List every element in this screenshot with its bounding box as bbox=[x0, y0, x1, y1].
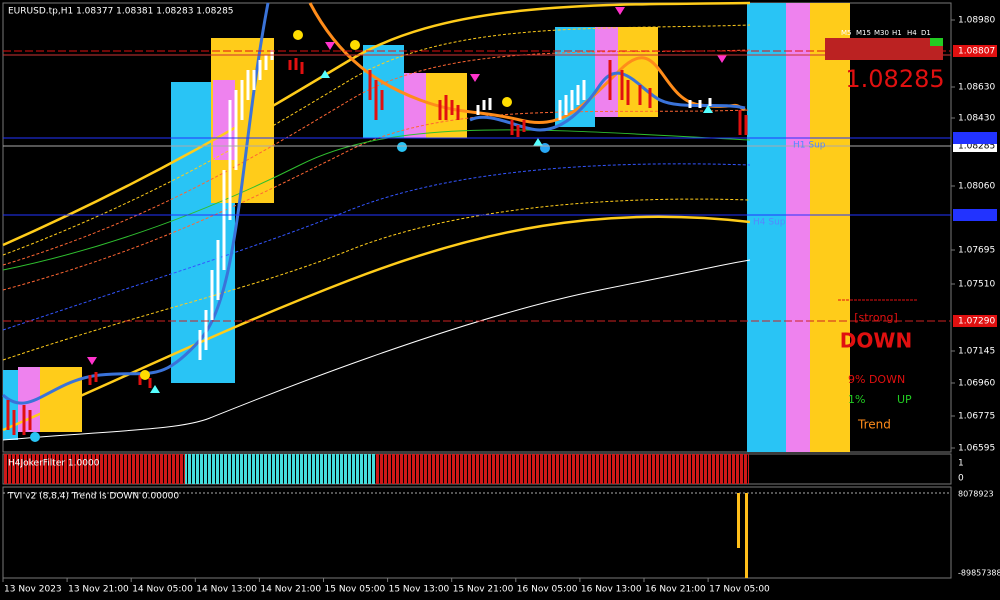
band-line bbox=[2, 198, 751, 361]
zone bbox=[595, 27, 618, 117]
price-label: 1.08630 bbox=[958, 83, 995, 93]
h1-label: H1 Sup bbox=[793, 141, 826, 151]
timeframe: H4 bbox=[907, 29, 917, 37]
dashboard: 1.08285 [strong] DOWN 9% DOWN 1% UP Tren… bbox=[825, 29, 945, 432]
zone bbox=[786, 3, 810, 452]
tvi-bar bbox=[745, 493, 748, 578]
price-box-label: 1.08807 bbox=[958, 47, 995, 57]
tf-row bbox=[825, 38, 943, 60]
zone bbox=[810, 3, 850, 452]
signal-dot bbox=[350, 40, 360, 50]
timeframe: M30 bbox=[874, 29, 889, 37]
timeframes: M5 M15 M30 H1 H4 D1 bbox=[841, 29, 931, 37]
main-panel: EURUSD.tp,H1 1.08377 1.08381 1.08283 1.0… bbox=[1, 1, 952, 453]
band-line bbox=[2, 215, 751, 432]
signal-dot bbox=[502, 97, 512, 107]
filter-bars bbox=[375, 454, 749, 484]
candle bbox=[476, 80, 712, 120]
trend: Trend bbox=[857, 418, 891, 432]
band-line bbox=[2, 109, 751, 291]
bands bbox=[1, 1, 751, 441]
up-word: UP bbox=[897, 393, 912, 406]
time-label: 16 Nov 13:00 bbox=[581, 585, 642, 595]
price-label: 1.08060 bbox=[958, 182, 995, 192]
band-line bbox=[2, 163, 751, 331]
price-label: 1.07695 bbox=[958, 246, 995, 256]
time-label: 13 Nov 2023 bbox=[4, 585, 62, 595]
price-label: 1.06595 bbox=[958, 444, 995, 454]
band-line bbox=[2, 259, 751, 441]
big-price: 1.08285 bbox=[845, 65, 944, 93]
strength: [strong] bbox=[854, 311, 898, 324]
price-axis: 1.08980 1.08630 1.08430 1.08060 1.07695 1.075… bbox=[951, 16, 997, 454]
timeframe: D1 bbox=[921, 29, 931, 37]
price-box-label: 1.08285 bbox=[958, 142, 995, 152]
band-line bbox=[2, 49, 751, 266]
candles bbox=[6, 50, 748, 435]
time-label: 17 Nov 05:00 bbox=[709, 585, 770, 595]
time-label: 13 Nov 21:00 bbox=[68, 585, 129, 595]
band-line bbox=[2, 24, 751, 256]
band-line bbox=[2, 129, 751, 271]
panel2-title: TVI v2 (8,8,4) Trend is DOWN 0.00000 bbox=[7, 492, 179, 502]
price-label: 1.08430 bbox=[958, 114, 995, 124]
axis-label: 0 bbox=[958, 474, 964, 484]
price-box bbox=[953, 132, 997, 144]
timeframe: M5 bbox=[841, 29, 852, 37]
axis-label: -89857388 bbox=[958, 569, 1000, 578]
price-label: 1.06775 bbox=[958, 412, 995, 422]
price-box bbox=[953, 45, 997, 57]
price-box bbox=[953, 315, 997, 327]
panel1-title: H4JokerFilter 1.0000 bbox=[8, 459, 100, 469]
signal-dot bbox=[397, 142, 407, 152]
panel-frame bbox=[2, 486, 952, 579]
fast-ma bbox=[1, 2, 270, 405]
band-line bbox=[2, 1, 751, 247]
timeframe: H1 bbox=[892, 29, 902, 37]
time-label: 16 Nov 05:00 bbox=[517, 585, 578, 595]
zone bbox=[40, 367, 82, 432]
up-pct: 1% bbox=[848, 393, 865, 406]
axis-label: 8078923 bbox=[958, 490, 994, 499]
zone bbox=[747, 3, 786, 452]
price-label: 1.07510 bbox=[958, 280, 995, 290]
symbol-info: EURUSD.tp,H1 1.08377 1.08381 1.08283 1.0… bbox=[8, 7, 234, 17]
time-label: 15 Nov 21:00 bbox=[453, 585, 514, 595]
timeframe: M15 bbox=[856, 29, 871, 37]
signal-dot bbox=[140, 370, 150, 380]
filter-bars bbox=[185, 454, 375, 484]
price-box bbox=[953, 209, 997, 221]
panel-frame bbox=[2, 2, 952, 453]
zone bbox=[618, 27, 658, 117]
candle bbox=[6, 372, 152, 435]
signal-dot bbox=[30, 432, 40, 442]
price-box-label: 1.07290 bbox=[958, 317, 995, 327]
candle bbox=[198, 50, 274, 360]
h4-label: H4 Sup bbox=[753, 218, 786, 228]
time-axis: 13 Nov 2023 13 Nov 21:00 14 Nov 05:00 14 No… bbox=[2, 578, 770, 595]
time-label: 14 Nov 13:00 bbox=[196, 585, 257, 595]
price-label: 1.06960 bbox=[958, 379, 995, 389]
price-label: 1.08980 bbox=[958, 16, 995, 26]
zone bbox=[404, 73, 426, 138]
time-label: 15 Nov 13:00 bbox=[389, 585, 450, 595]
down-pct: 9% DOWN bbox=[848, 373, 905, 386]
price-label: 1.07145 bbox=[958, 347, 995, 357]
signal-dot bbox=[293, 30, 303, 40]
filter-bars bbox=[3, 454, 185, 484]
time-label: 14 Nov 05:00 bbox=[132, 585, 193, 595]
time-label: 14 Nov 21:00 bbox=[260, 585, 321, 595]
tvi-bar bbox=[737, 493, 740, 548]
time-label: 16 Nov 21:00 bbox=[645, 585, 706, 595]
tf-cell bbox=[930, 38, 943, 46]
direction: DOWN bbox=[840, 329, 912, 353]
time-label: 15 Nov 05:00 bbox=[325, 585, 386, 595]
candle bbox=[288, 58, 748, 137]
zone bbox=[213, 80, 235, 160]
axis-label: 1 bbox=[958, 459, 964, 469]
